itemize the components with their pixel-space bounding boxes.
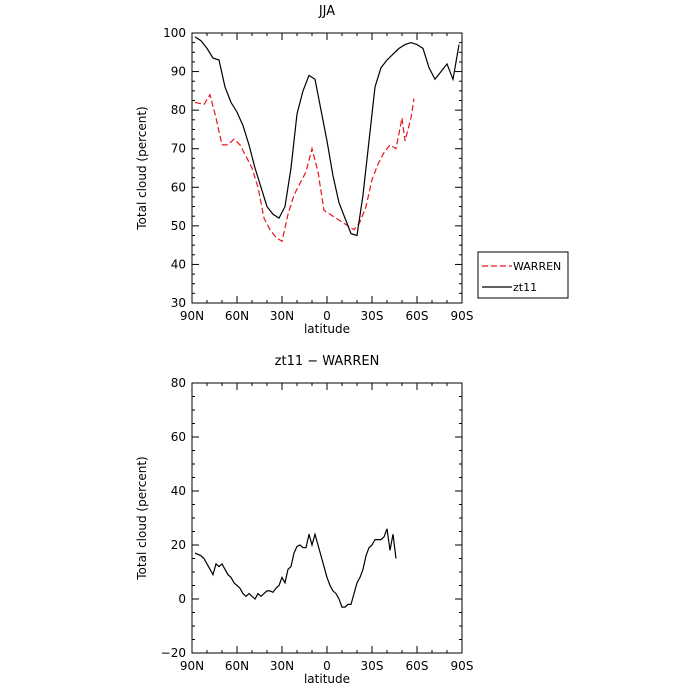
y-tick-label: 60: [171, 430, 186, 444]
legend-label-warren: WARREN: [513, 260, 561, 273]
y-axis-label: Total cloud (percent): [135, 456, 149, 580]
y-axis-label: Total cloud (percent): [135, 106, 149, 230]
y-tick-label: −20: [161, 646, 186, 660]
plot-frame: [191, 382, 463, 654]
x-tick-label: 30N: [270, 309, 294, 323]
y-tick-label: 40: [171, 484, 186, 498]
legend: WARREN zt11: [477, 251, 569, 299]
x-tick-label: 30N: [270, 659, 294, 673]
x-tick-label: 60S: [406, 309, 429, 323]
x-tick-label: 0: [323, 659, 331, 673]
y-tick-label: 50: [171, 219, 186, 233]
chart-title: JJA: [318, 4, 335, 19]
x-tick-label: 60N: [225, 659, 249, 673]
y-tick-label: 80: [171, 376, 186, 390]
y-tick-label: 100: [163, 26, 186, 40]
y-tick-label: 20: [171, 538, 186, 552]
plot-frame: [191, 32, 463, 304]
x-tick-label: 90S: [451, 309, 474, 323]
y-tick-label: 90: [171, 65, 186, 79]
chart-title: zt11 − WARREN: [275, 354, 380, 369]
x-tick-label: 90N: [180, 309, 204, 323]
series-line-warren: [194, 93, 415, 243]
x-tick-label: 90N: [180, 659, 204, 673]
x-axis-label: latitude: [304, 672, 350, 686]
y-tick-label: 0: [178, 592, 186, 606]
legend-box: [477, 251, 569, 299]
series-line-difference: [194, 528, 397, 608]
x-tick-label: 30S: [361, 659, 384, 673]
chart-panel-difference: zt11 − WARREN 90N 60N 30N 0 30S 60S 90S −20 0 20 40…: [135, 354, 473, 686]
y-tick-label: 70: [171, 142, 186, 156]
legend-label-zt11: zt11: [513, 281, 537, 294]
y-tick-label: 40: [171, 257, 186, 271]
y-tick-label: 80: [171, 103, 186, 117]
x-tick-label: 60S: [406, 659, 429, 673]
series-line-zt11: [194, 36, 460, 237]
y-tick-label: 30: [171, 296, 186, 310]
x-tick-label: 90S: [451, 659, 474, 673]
x-axis-label: latitude: [304, 322, 350, 336]
chart-panel-jja: JJA 90N 60N 30N 0 30S 60S 90S 30 40 50 60 70 80 90 100 l…: [135, 4, 473, 336]
y-tick-label: 60: [171, 180, 186, 194]
x-tick-label: 0: [323, 309, 331, 323]
x-tick-label: 60N: [225, 309, 249, 323]
x-tick-label: 30S: [361, 309, 384, 323]
